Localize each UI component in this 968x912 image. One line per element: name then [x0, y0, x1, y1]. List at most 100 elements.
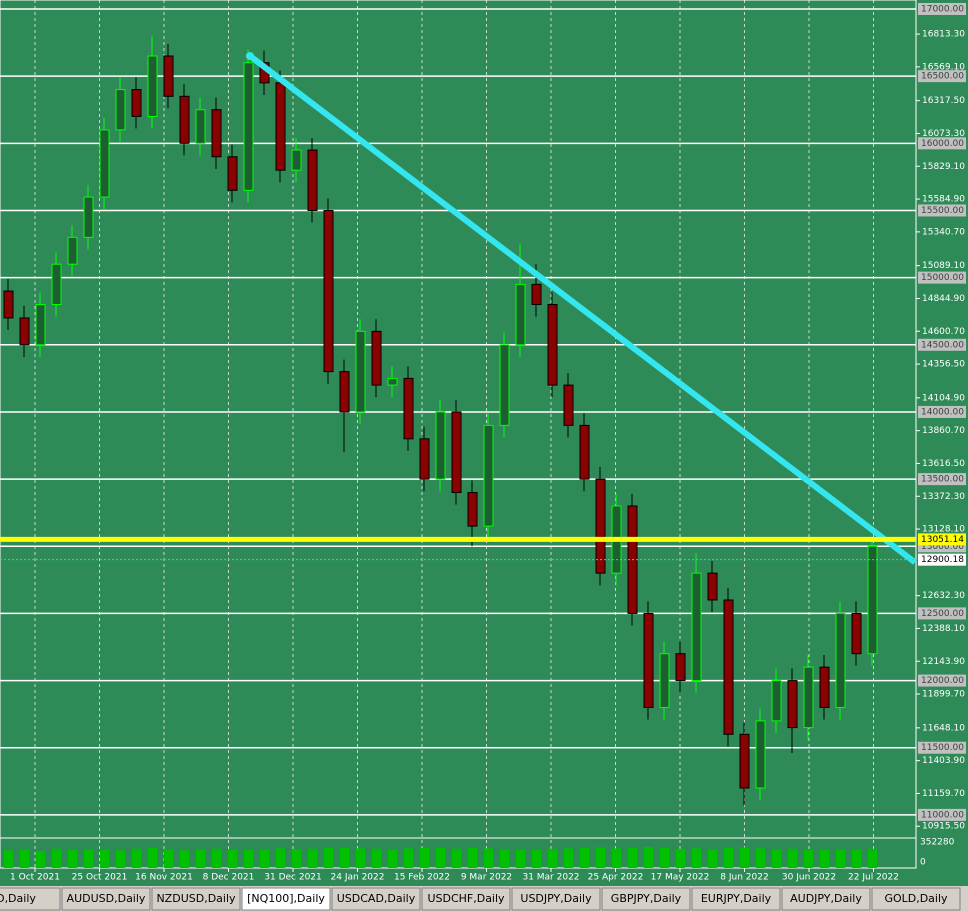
volume-bar [180, 850, 189, 868]
candle-body [147, 55, 158, 117]
x-tick-label: 25 Oct 2021 [72, 873, 128, 883]
level-label-bg [918, 204, 966, 217]
candle-body [803, 666, 814, 729]
candle-body [19, 317, 30, 346]
volume-bar [580, 848, 589, 868]
candle-body [563, 384, 574, 426]
tab[interactable] [151, 887, 241, 911]
candle-body [819, 666, 830, 708]
tab-label[interactable]: USDCHF,Daily [427, 892, 505, 905]
tab-label[interactable]: AUDUSD,Daily [67, 892, 146, 905]
tab-label[interactable]: EURJPY,Daily [701, 892, 772, 905]
tab[interactable] [61, 887, 151, 911]
y-tick-label: 15829.10 [922, 162, 965, 172]
tab[interactable] [0, 887, 61, 911]
y-tick-label: 15584.90 [922, 195, 965, 205]
candle-body [339, 371, 350, 413]
y-tick-label: 11648.10 [922, 723, 965, 733]
trendline-handle [246, 52, 254, 61]
tab[interactable] [871, 887, 961, 911]
volume-bar [4, 850, 13, 868]
candle-body [3, 290, 14, 319]
tab-label[interactable]: AUDJPY,Daily [790, 892, 862, 905]
x-tick-label: 9 Mar 2022 [461, 873, 512, 883]
tab-label[interactable]: USDJPY,Daily [520, 892, 592, 905]
level-label: 16000.00 [921, 139, 964, 149]
candle-body [195, 109, 206, 144]
y-tick-label: 15089.10 [922, 261, 965, 271]
volume-bar [436, 847, 445, 868]
tab[interactable] [601, 887, 691, 911]
level-label-bg [918, 271, 966, 284]
volume-bar [164, 849, 173, 868]
volume-bar [612, 848, 621, 868]
candle-body [515, 283, 526, 346]
candle-body [275, 82, 286, 171]
volume-bar [452, 848, 461, 868]
level-label-bg [918, 405, 966, 418]
candle-body [371, 330, 382, 386]
volume-bar [324, 847, 333, 868]
candle-body [595, 478, 606, 574]
candle-body [323, 209, 334, 373]
y-tick-label: 13372.30 [922, 492, 965, 502]
candle-body [755, 720, 766, 789]
volume-bar [836, 849, 845, 868]
y-tick-label: 13128.10 [922, 525, 965, 535]
tab-label[interactable]: GOLD,Daily [884, 892, 948, 905]
x-tick-label: 22 Jul 2022 [848, 873, 899, 883]
candle-body [131, 89, 142, 117]
volume-bar [484, 848, 493, 868]
volume-bar [820, 849, 829, 868]
volume-bar [804, 849, 813, 868]
candle-body [99, 129, 110, 198]
tab-label[interactable]: NZDUSD,Daily [156, 892, 236, 905]
volume-tick-label: 0 [920, 858, 926, 868]
x-tick-label: 15 Feb 2022 [394, 873, 450, 883]
tab-label[interactable]: GBPJPY,Daily [611, 892, 682, 905]
volume-bar [132, 848, 141, 868]
candle-body [547, 303, 558, 386]
level-label: 14000.00 [921, 407, 964, 417]
volume-bar [260, 849, 269, 868]
level-label: 13000.00 [921, 542, 964, 552]
tab-label[interactable]: D,Daily [0, 892, 36, 905]
volume-bar [196, 849, 205, 868]
tab[interactable] [331, 887, 421, 911]
y-tick-label: 16569.10 [922, 62, 965, 72]
candle-body [115, 89, 126, 131]
candle-body [867, 545, 878, 655]
volume-bar [420, 848, 429, 868]
x-tick-label: 17 May 2022 [651, 873, 710, 883]
tab[interactable] [691, 887, 781, 911]
tab[interactable] [241, 887, 331, 911]
level-label-bg [918, 2, 966, 15]
volume-bar [788, 848, 797, 868]
candle-body [723, 599, 734, 735]
volume-bar [388, 849, 397, 868]
candle-body [35, 303, 46, 346]
tab-label[interactable]: [NQ100],Daily [247, 892, 325, 905]
level-label-bg [918, 137, 966, 150]
tab[interactable] [421, 887, 511, 911]
resistance-label: 13051.14 [921, 535, 964, 545]
tab[interactable] [511, 887, 601, 911]
volume-bar [340, 848, 349, 868]
y-tick-label: 14104.90 [922, 393, 965, 403]
tab-label[interactable]: USDCAD,Daily [337, 892, 416, 905]
y-tick-label: 10915.50 [922, 822, 965, 832]
volume-bar [852, 849, 861, 868]
volume-bar [772, 849, 781, 868]
level-label: 11000.00 [921, 810, 964, 820]
level-label-bg [918, 70, 966, 83]
volume-bar [644, 846, 653, 868]
x-tick-label: 31 Dec 2021 [264, 873, 322, 883]
tab[interactable] [781, 887, 871, 911]
y-tick-label: 11403.90 [922, 756, 965, 766]
y-tick-label: 12143.90 [922, 657, 965, 667]
level-label-bg [918, 338, 966, 351]
level-label-bg [918, 674, 966, 687]
volume-bar [276, 848, 285, 868]
level-label: 15000.00 [921, 273, 964, 283]
level-label: 12000.00 [921, 676, 964, 686]
